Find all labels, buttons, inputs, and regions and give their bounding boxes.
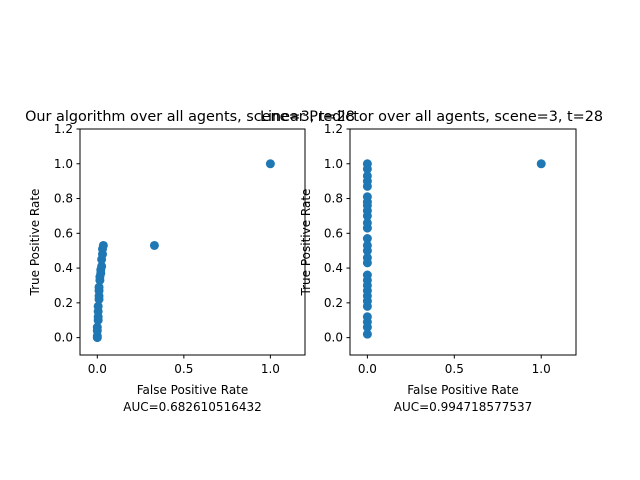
subplot-left-points xyxy=(92,159,275,343)
left-ytick-label: 0.0 xyxy=(54,331,73,345)
right-ytick-label: 0.6 xyxy=(324,226,343,240)
right-scatter-point xyxy=(362,234,372,244)
subplot-right-points xyxy=(362,159,546,339)
left-scatter-point xyxy=(94,282,104,292)
right-scatter-point xyxy=(362,218,372,228)
left-scatter-point xyxy=(98,240,108,250)
subplot-right-y-ticks: 0.0 0.2 0.4 0.6 0.8 1.0 1.2 xyxy=(324,122,350,345)
right-ytick-label: 0.0 xyxy=(324,331,343,345)
right-scatter-point xyxy=(362,192,372,202)
left-scatter-point xyxy=(92,322,102,332)
subplot-left-y-ticks: 0.0 0.2 0.4 0.6 0.8 1.0 1.2 xyxy=(54,122,80,345)
right-scatter-point xyxy=(362,159,372,169)
right-ytick-label: 1.0 xyxy=(324,157,343,171)
subplot-left: Our algorithm over all agents, scene=3, … xyxy=(25,109,355,414)
right-scatter-point xyxy=(362,270,372,280)
subplot-right-title: Linear Predictor over all agents, scene=… xyxy=(260,109,603,125)
left-xtick-label: 0.0 xyxy=(88,362,107,376)
left-scatter-point xyxy=(149,240,159,250)
subplot-right: Linear Predictor over all agents, scene=… xyxy=(260,109,603,414)
subplot-left-title: Our algorithm over all agents, scene=3, … xyxy=(25,109,355,125)
subplot-right-axes-frame xyxy=(349,128,577,356)
left-xtick-label: 0.5 xyxy=(174,362,193,376)
right-ytick-label: 0.8 xyxy=(324,192,343,206)
right-xtick-label: 0.5 xyxy=(445,362,464,376)
subplot-left-xlabel: False Positive Rate xyxy=(137,383,249,397)
subplot-right-xlabel: False Positive Rate xyxy=(407,383,519,397)
right-scatter-point xyxy=(362,312,372,322)
left-scatter-point xyxy=(93,301,103,311)
left-scatter-point xyxy=(265,159,275,169)
subplot-right-ylabel: True Positive Rate xyxy=(299,189,313,297)
subplot-left-axes-frame xyxy=(79,128,306,356)
left-xtick-label: 1.0 xyxy=(261,362,280,376)
right-xtick-label: 0.0 xyxy=(358,362,377,376)
right-scatter-point xyxy=(362,253,372,263)
right-scatter-point xyxy=(362,329,372,339)
left-scatter-point xyxy=(97,261,107,271)
left-ytick-label: 0.8 xyxy=(54,192,73,206)
subplot-left-x-ticks: 0.0 0.5 1.0 xyxy=(88,355,280,376)
right-scatter-point xyxy=(536,159,546,169)
left-ytick-label: 0.4 xyxy=(54,261,73,275)
right-scatter-point xyxy=(362,171,372,181)
left-ytick-label: 0.2 xyxy=(54,296,73,310)
left-ytick-label: 1.0 xyxy=(54,157,73,171)
left-ytick-label: 1.2 xyxy=(54,122,73,136)
right-ytick-label: 0.4 xyxy=(324,261,343,275)
right-ytick-label: 1.2 xyxy=(324,122,343,136)
subplot-right-auc-annotation: AUC=0.994718577537 xyxy=(394,400,533,414)
right-xtick-label: 1.0 xyxy=(532,362,551,376)
right-scatter-point xyxy=(362,240,372,250)
left-ytick-label: 0.6 xyxy=(54,226,73,240)
right-ytick-label: 0.2 xyxy=(324,296,343,310)
subplot-right-x-ticks: 0.0 0.5 1.0 xyxy=(358,355,551,376)
subplot-left-ylabel: True Positive Rate xyxy=(28,189,42,297)
subplot-left-auc-annotation: AUC=0.682610516432 xyxy=(123,400,262,414)
